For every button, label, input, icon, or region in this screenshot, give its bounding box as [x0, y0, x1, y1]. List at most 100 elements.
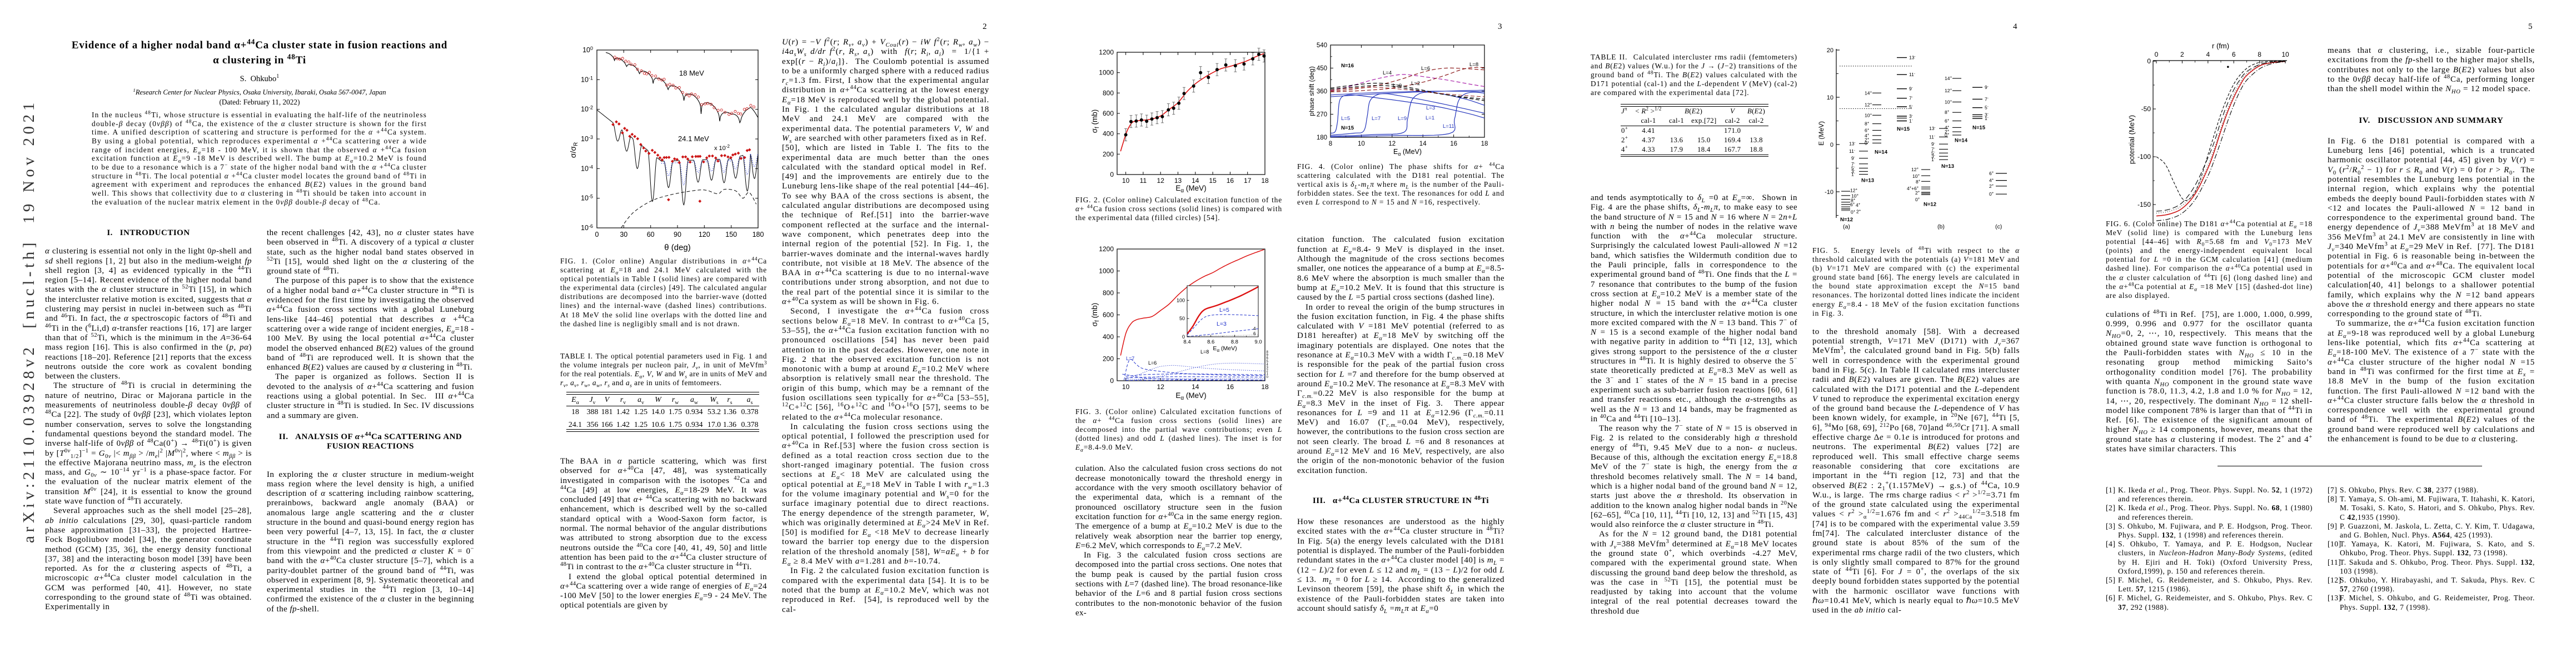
svg-text:4+: 4+: [1907, 186, 1912, 191]
svg-text:L=4: L=4: [1383, 70, 1392, 76]
svg-text:0: 0: [2147, 57, 2151, 65]
svg-text:5-: 5-: [1985, 105, 1989, 111]
svg-text:4: 4: [1267, 363, 1269, 366]
svg-text:12: 12: [1157, 177, 1165, 185]
svg-text:2: 2: [1267, 370, 1269, 373]
svg-text:0: 0: [1267, 376, 1269, 379]
svg-text:σf (mb): σf (mb): [1090, 109, 1100, 133]
svg-text:4+: 4+: [1856, 202, 1861, 208]
svg-text:0+: 0+: [1915, 197, 1920, 202]
svg-text:E (MeV): E (MeV): [1817, 121, 1825, 146]
svg-text:10: 10: [2281, 51, 2289, 58]
svg-text:270: 270: [1317, 112, 1327, 118]
svg-text:x 10-2: x 10-2: [714, 144, 730, 152]
svg-text:0: 0: [1110, 377, 1114, 385]
svg-text:0+: 0+: [1989, 191, 1994, 197]
svg-text:13-: 13-: [1849, 141, 1855, 146]
svg-text:N=14: N=14: [1875, 150, 1888, 156]
svg-text:1: 1: [1267, 372, 1269, 376]
svg-text:18: 18: [1481, 141, 1488, 147]
svg-text:200: 200: [1103, 355, 1114, 363]
svg-text:L=3: L=3: [1217, 321, 1227, 327]
svg-text:2+: 2+: [1865, 137, 1870, 143]
svg-text:14: 14: [1192, 177, 1199, 185]
svg-text:16: 16: [1227, 383, 1234, 391]
svg-text:1-: 1-: [1909, 118, 1913, 124]
svg-text:120: 120: [699, 231, 710, 238]
svg-text:6: 6: [1267, 357, 1269, 360]
svg-text:800: 800: [1103, 89, 1114, 97]
svg-text:(b): (b): [1937, 223, 1945, 230]
svg-text:r (fm): r (fm): [2212, 42, 2229, 50]
svg-text:18: 18: [1261, 177, 1269, 185]
svg-text:4: 4: [1253, 326, 1256, 331]
svg-text:400: 400: [1103, 333, 1114, 341]
svg-text:12+: 12+: [1850, 187, 1857, 193]
svg-text:90: 90: [674, 231, 681, 238]
svg-text:9-: 9-: [1931, 141, 1935, 147]
svg-text:3-: 3-: [1909, 113, 1913, 119]
svg-text:17: 17: [1244, 177, 1252, 185]
svg-text:0: 0: [1830, 142, 1833, 148]
svg-text:8.4: 8.4: [1183, 339, 1190, 345]
svg-text:11: 11: [1140, 177, 1147, 185]
svg-text:12+: 12+: [1911, 167, 1919, 172]
svg-text:3-: 3-: [1851, 168, 1855, 174]
svg-text:L=5: L=5: [1219, 307, 1229, 313]
svg-text:10-5: 10-5: [581, 194, 593, 202]
svg-text:11-: 11-: [1849, 148, 1855, 154]
svg-text:6: 6: [1253, 331, 1256, 336]
svg-text:11-: 11-: [1929, 134, 1935, 140]
svg-text:180: 180: [1317, 135, 1327, 141]
svg-text:4+: 4+: [1945, 125, 1950, 130]
svg-text:14+: 14+: [1865, 90, 1872, 96]
svg-text:450: 450: [1317, 66, 1327, 72]
svg-text:L=8: L=8: [1469, 62, 1478, 68]
svg-text:0: 0: [1182, 334, 1185, 340]
svg-text:6+: 6+: [1850, 202, 1855, 207]
svg-text:N=13: N=13: [1861, 178, 1874, 184]
svg-text:8+: 8+: [1851, 197, 1856, 203]
svg-text:3: 3: [1267, 366, 1269, 370]
svg-text:σ/σR: σ/σR: [569, 142, 579, 158]
svg-text:L=7: L=7: [1372, 116, 1381, 122]
svg-text:L=7: L=7: [1126, 356, 1134, 361]
svg-text:N=15: N=15: [1341, 125, 1354, 131]
svg-text:N=12: N=12: [1840, 217, 1853, 223]
svg-text:7-: 7-: [1851, 161, 1855, 167]
svg-text:8+: 8+: [1945, 109, 1950, 115]
svg-text:1000: 1000: [1099, 267, 1114, 275]
svg-text:50: 50: [1179, 316, 1185, 321]
svg-text:phase shift (deg): phase shift (deg): [1308, 66, 1316, 116]
svg-text:Eα (MeV): Eα (MeV): [1175, 391, 1206, 401]
svg-text:10: 10: [1122, 177, 1130, 185]
svg-text:60: 60: [647, 231, 655, 238]
svg-text:(a): (a): [1843, 223, 1850, 230]
svg-text:0: 0: [1110, 171, 1114, 178]
svg-text:N=15: N=15: [1972, 125, 1986, 131]
svg-text:9-: 9-: [1909, 86, 1913, 92]
svg-text:13-: 13-: [1909, 55, 1915, 61]
svg-text:8.6: 8.6: [1207, 339, 1214, 345]
svg-text:3-: 3-: [1931, 153, 1935, 159]
svg-text:L=6: L=6: [1148, 360, 1157, 366]
svg-text:0+: 0+: [1865, 140, 1870, 146]
svg-text:150: 150: [725, 231, 737, 238]
svg-text:9.0: 9.0: [1254, 339, 1262, 345]
svg-text:1-: 1-: [1985, 116, 1989, 121]
svg-text:Eα (MeV): Eα (MeV): [1393, 148, 1422, 156]
svg-text:8: 8: [2258, 51, 2261, 58]
svg-text:4+: 4+: [1989, 178, 1994, 183]
svg-text:540: 540: [1317, 42, 1327, 49]
svg-text:6+: 6+: [1945, 118, 1950, 124]
svg-text:1200: 1200: [1099, 48, 1114, 56]
svg-text:1-: 1-: [1851, 172, 1855, 177]
svg-text:-10: -10: [1825, 189, 1833, 196]
svg-text:8+: 8+: [1865, 121, 1870, 127]
svg-text:8+: 8+: [1916, 179, 1921, 185]
svg-text:13-: 13-: [1929, 126, 1935, 131]
svg-text:10: 10: [1358, 141, 1365, 147]
svg-text:9-: 9-: [1851, 156, 1855, 161]
svg-text:400: 400: [1103, 130, 1114, 138]
svg-text:24.1 MeV: 24.1 MeV: [678, 135, 709, 143]
